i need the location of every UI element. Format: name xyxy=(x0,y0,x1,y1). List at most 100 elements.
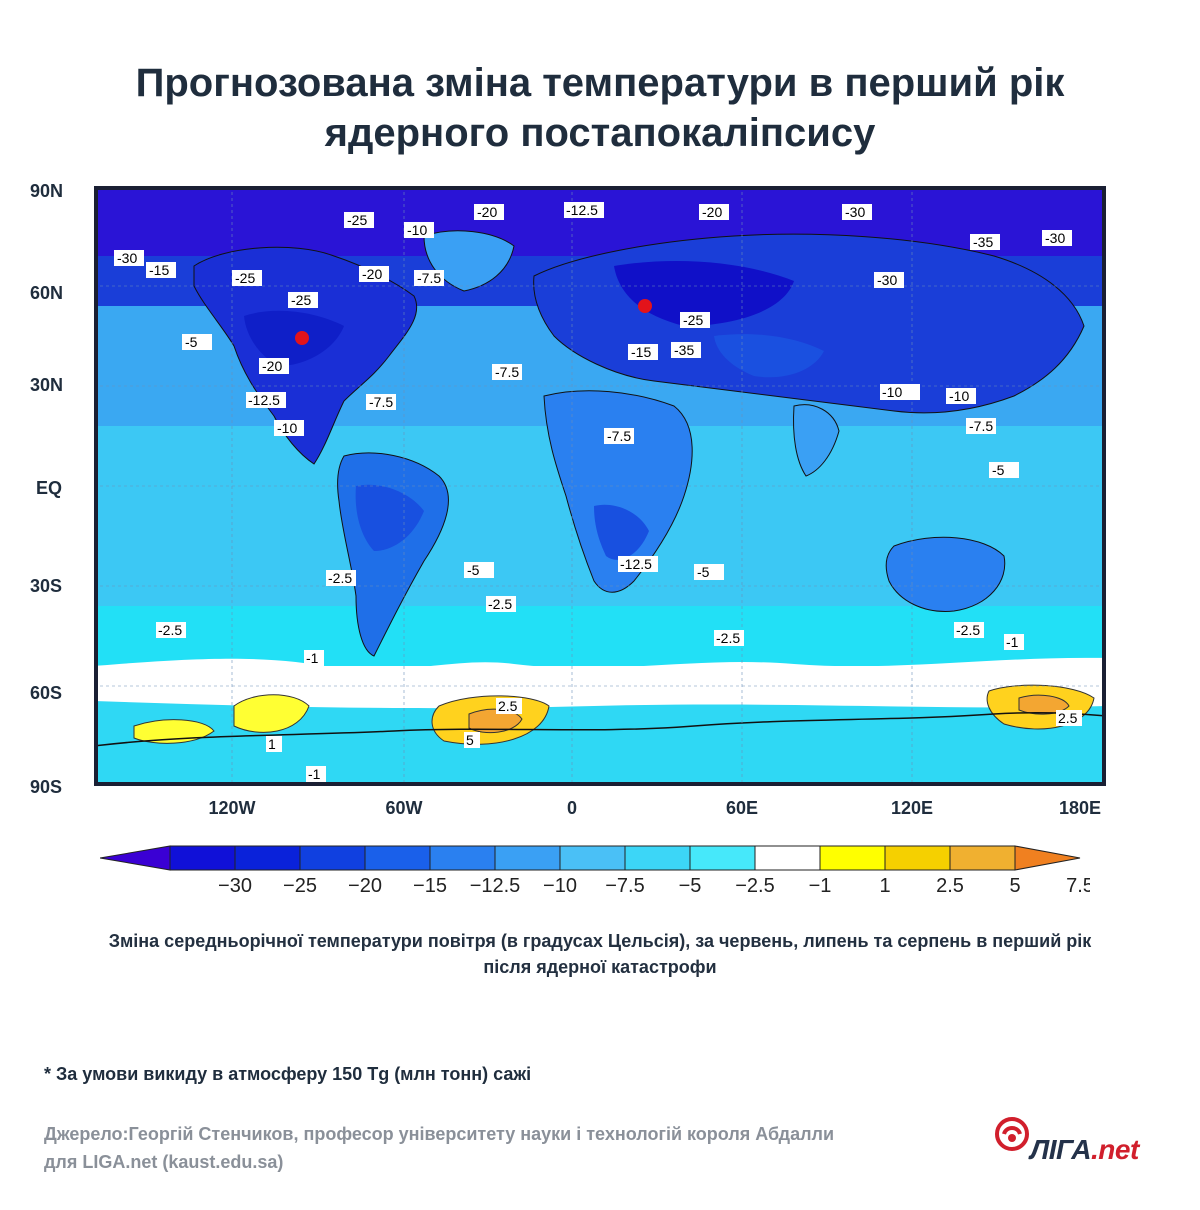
contour-label: -25 xyxy=(347,212,367,228)
colorbar-segment xyxy=(624,845,691,871)
colorbar-segment xyxy=(689,845,756,871)
colorbar-tick-label: −7.5 xyxy=(605,875,644,897)
lat-label-60n: 60N xyxy=(30,283,64,303)
colorbar-tick-label: −20 xyxy=(348,875,382,897)
contour-label: -15 xyxy=(149,262,169,278)
contour-label: 1 xyxy=(268,736,276,752)
colorbar-segment xyxy=(429,845,496,871)
colorbar-tick-label: 5 xyxy=(1009,875,1020,897)
colorbar-segment xyxy=(234,845,301,871)
lat-label-30s: 30S xyxy=(30,576,63,596)
contour-label: -35 xyxy=(973,234,993,250)
contour-label: -20 xyxy=(262,358,282,374)
contour-label: -20 xyxy=(477,204,497,220)
marker-europe xyxy=(638,299,652,313)
map-caption: Зміна середньорічної температури повітря… xyxy=(108,931,1092,977)
lon-label-0: 0 xyxy=(566,798,577,818)
temperature-map: -25 -20 -12.5 -10 -20 -30 -30 -35 -30 -3… xyxy=(94,186,1106,786)
colorbar-segment xyxy=(949,845,1016,871)
contour-label: -1 xyxy=(306,650,319,666)
footnote: * За умови викиду в атмосферу 150 Tg (мл… xyxy=(44,1064,532,1084)
contour-label: -12.5 xyxy=(620,556,652,572)
colorbar-segment xyxy=(299,845,366,871)
lat-label-90s: 90S xyxy=(30,777,63,797)
contour-label: -30 xyxy=(1045,230,1065,246)
contour-label: -15 xyxy=(631,344,651,360)
contour-label: -35 xyxy=(674,342,694,358)
contour-label: -30 xyxy=(845,204,865,220)
colorbar-tick-label: 7.5 xyxy=(1066,875,1090,897)
colorbar-tick-label: −15 xyxy=(413,875,447,897)
contour-label: -10 xyxy=(882,384,902,400)
contour-label: -25 xyxy=(683,312,703,328)
lat-label-eq: EQ xyxy=(36,478,63,498)
colorbar-svg: −30 −25 −20 −15 −12.5 −10 −7.5 −5 −2.5 −1 1 2.5 5 7.5 xyxy=(99,845,1094,897)
contour-label: -25 xyxy=(235,270,255,286)
colorbar-tick-label: −2.5 xyxy=(735,875,774,897)
lon-label-120w: 120W xyxy=(208,798,256,818)
lat-label-30n: 30N xyxy=(30,375,64,395)
contour-label: -5 xyxy=(992,462,1005,478)
contour-label: -30 xyxy=(117,250,137,266)
contour-label: -7.5 xyxy=(495,364,519,380)
lon-label-120e: 120E xyxy=(890,798,934,818)
liga-logo-icon xyxy=(995,1117,1029,1151)
colorbar-segment xyxy=(494,845,561,871)
colorbar: −30 −25 −20 −15 −12.5 −10 −7.5 −5 −2.5 −1 1 2.5 5 7.5 xyxy=(99,842,1094,902)
contour-label: -12.5 xyxy=(566,202,598,218)
liga-logo-suffix: .net xyxy=(1091,1134,1139,1165)
contour-label: -2.5 xyxy=(956,622,980,638)
contour-label: -2.5 xyxy=(158,622,182,638)
contour-label: 2.5 xyxy=(498,698,518,714)
contour-label: -25 xyxy=(291,292,311,308)
contour-label: -10 xyxy=(277,420,297,436)
map-frame xyxy=(94,186,1106,786)
contour-label: -5 xyxy=(697,564,710,580)
colorbar-tick-label: −30 xyxy=(218,875,252,897)
contour-label: -20 xyxy=(702,204,722,220)
colorbar-segment xyxy=(819,845,886,871)
contour-label: -30 xyxy=(877,272,897,288)
colorbar-segment xyxy=(559,845,626,871)
contour-label: -5 xyxy=(185,334,198,350)
liga-logo-text: ЛІГА.net xyxy=(1030,1134,1139,1166)
contour-label: -5 xyxy=(467,562,480,578)
contour-label: -7.5 xyxy=(417,270,441,286)
liga-logo[interactable]: ЛІГА.net xyxy=(994,1114,1174,1170)
marker-north-america xyxy=(295,331,309,345)
colorbar-segment xyxy=(364,845,431,871)
contour-label: -20 xyxy=(362,266,382,282)
lon-label-60w: 60W xyxy=(385,798,423,818)
contour-label: -7.5 xyxy=(369,394,393,410)
contour-label: -12.5 xyxy=(248,392,280,408)
lat-label-90n: 90N xyxy=(30,181,64,201)
contour-label: -7.5 xyxy=(969,418,993,434)
colorbar-tick-label: −10 xyxy=(543,875,577,897)
contour-label: -1 xyxy=(1006,634,1019,650)
contour-label: -2.5 xyxy=(716,630,740,646)
colorbar-arrow-left xyxy=(99,845,171,871)
colorbar-tick-label: 1 xyxy=(879,875,890,897)
colorbar-arrow-right xyxy=(1014,845,1081,871)
colorbar-segment xyxy=(169,845,236,871)
colorbar-segment xyxy=(884,845,951,871)
colorbar-tick-label: 2.5 xyxy=(936,875,964,897)
liga-logo-main: ЛІГА xyxy=(1030,1134,1092,1165)
colorbar-tick-label: −5 xyxy=(679,875,702,897)
contour-label: -2.5 xyxy=(328,570,352,586)
source-credit: Джерело:Георгій Стенчиков, професор унів… xyxy=(44,1124,835,1172)
colorbar-tick-label: −25 xyxy=(283,875,317,897)
colorbar-tick-label: −1 xyxy=(809,875,832,897)
lon-label-180e: 180E xyxy=(1058,798,1102,818)
contour-label: -2.5 xyxy=(488,596,512,612)
temperature-map-svg: -25 -20 -12.5 -10 -20 -30 -30 -35 -30 -3… xyxy=(94,186,1106,786)
contour-label: 2.5 xyxy=(1058,710,1078,726)
contour-label: -10 xyxy=(949,388,969,404)
lon-label-60e: 60E xyxy=(725,798,759,818)
colorbar-tick-label: −12.5 xyxy=(470,875,521,897)
page-title: Прогнозована зміна температури в перший … xyxy=(135,61,1065,155)
contour-label: -7.5 xyxy=(607,428,631,444)
contour-label: -1 xyxy=(308,766,321,782)
contour-label: -10 xyxy=(407,222,427,238)
colorbar-segment xyxy=(754,845,821,871)
